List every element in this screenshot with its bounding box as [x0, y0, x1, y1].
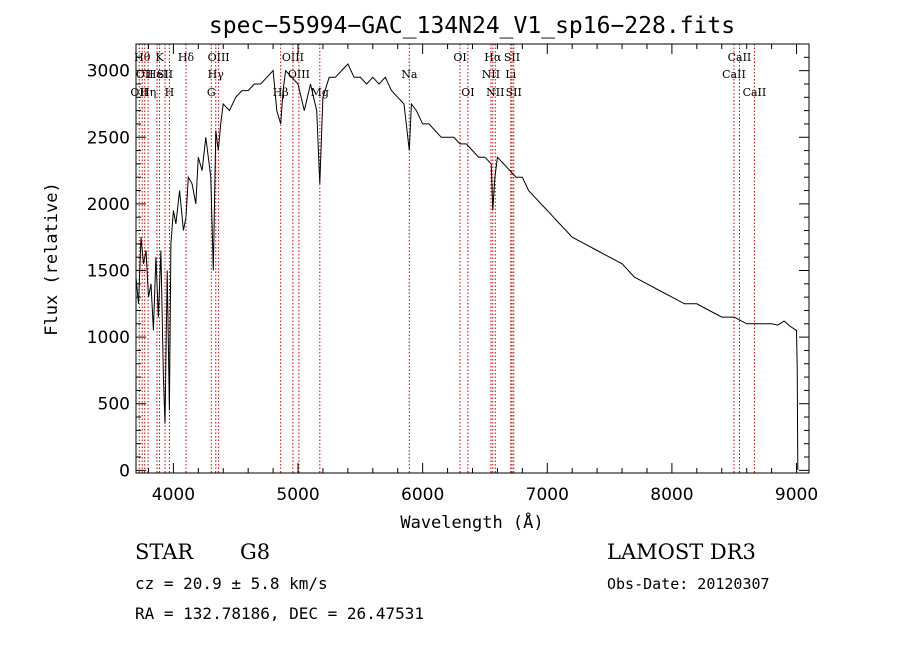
line-marker-label-10: Hγ	[208, 68, 225, 81]
line-marker-label-16: Na	[401, 68, 418, 81]
x-axis-label: Wavelength (Å)	[400, 511, 543, 533]
spectral-subclass: G8	[240, 540, 271, 564]
line-marker-label-17: OI	[453, 51, 466, 64]
x-tick-label-4000: 4000	[152, 485, 195, 505]
line-marker-label-5: K	[155, 51, 164, 64]
line-marker-label-3: Hη	[140, 86, 156, 99]
x-axis: 4000 5000 6000 7000 8000 9000	[147, 44, 818, 505]
y-axis: 0 500 1000 1500 2000 2500 3000	[87, 56, 809, 481]
chart-title: spec−55994−GAC_134N24_V1_sp16−228.fits	[209, 13, 735, 39]
spectrum-line	[135, 63, 799, 471]
line-marker-label-9: G	[207, 86, 216, 99]
y-axis-label: Flux (relative)	[42, 182, 62, 336]
y-tick-label-2500: 2500	[87, 128, 130, 148]
x-tick-label-6000: 6000	[401, 485, 444, 505]
x-tick-label-9000: 9000	[775, 485, 818, 505]
y-tick-label-500: 500	[98, 395, 130, 415]
line-marker-label-23: SII	[504, 51, 520, 64]
line-marker-label-7: H	[165, 86, 175, 99]
line-marker-label-15: Mg	[311, 86, 329, 99]
line-marker-label-14: OIII	[288, 68, 310, 81]
survey-name: LAMOST DR3	[607, 540, 756, 564]
line-marker-label-12: Hβ	[273, 86, 289, 99]
line-marker-label-21: NII	[486, 86, 504, 99]
y-tick-label-3000: 3000	[87, 62, 130, 82]
y-tick-label-1000: 1000	[87, 328, 130, 348]
coordinates: RA = 132.78186, DEC = 26.47531	[135, 604, 424, 623]
x-tick-label-8000: 8000	[650, 485, 693, 505]
line-marker-label-2: OII	[136, 68, 154, 81]
y-tick-label-0: 0	[119, 461, 130, 481]
obs-date: Obs-Date: 20120307	[607, 575, 770, 593]
line-marker-label-18: OI	[461, 86, 474, 99]
y-tick-label-1500: 1500	[87, 261, 130, 281]
line-marker-label-6: SII	[157, 68, 173, 81]
line-marker-label-19: NII	[482, 68, 500, 81]
line-marker-label-11: OIII	[208, 51, 230, 64]
line-marker-label-27: CaII	[743, 86, 767, 99]
line-marker-label-13: OIII	[282, 51, 304, 64]
line-marker-label-1: Hθ	[134, 51, 151, 64]
line-marker-label-24: SII	[506, 86, 522, 99]
line-marker-label-25: CaII	[722, 68, 746, 81]
line-marker-label-0: OII	[130, 86, 148, 99]
line-markers: OIIHθOIIHηHeIKSIIHHδGHγOIIIHβOIIIOIIIMgN…	[130, 44, 766, 473]
line-marker-label-4: HeI	[147, 68, 167, 81]
redshift-value: cz = 20.9 ± 5.8 km/s	[135, 574, 328, 593]
x-tick-label-5000: 5000	[276, 485, 319, 505]
x-tick-label-7000: 7000	[526, 485, 569, 505]
y-tick-label-2000: 2000	[87, 195, 130, 215]
plot-frame	[135, 43, 810, 474]
line-marker-label-20: Hα	[484, 51, 502, 64]
object-class: STAR	[135, 540, 194, 564]
line-marker-label-22: Li	[505, 68, 516, 81]
line-marker-label-26: CaII	[728, 51, 752, 64]
line-marker-label-8: Hδ	[178, 51, 195, 64]
